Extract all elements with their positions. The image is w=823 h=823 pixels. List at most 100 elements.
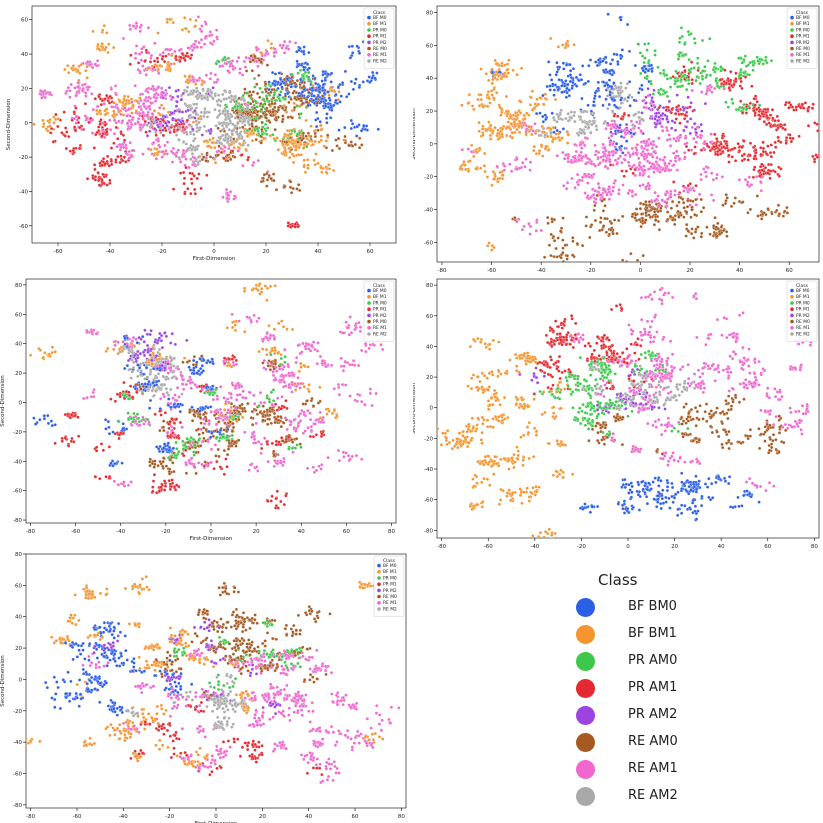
point-pr-m1 (744, 111, 749, 115)
point-bf-m1 (112, 101, 116, 105)
point-pr-m1 (192, 174, 196, 178)
point-bf-m1 (537, 149, 542, 153)
point-re-m0 (272, 178, 276, 183)
point-re-m0 (350, 144, 355, 148)
point-re-m0 (259, 114, 263, 119)
point-bf-m1 (514, 117, 518, 122)
point-bf-m0 (299, 63, 304, 67)
point-pr-m2 (655, 118, 660, 123)
point-pr-m0 (760, 58, 764, 62)
point-re-m1 (711, 178, 716, 182)
point-re-m0 (254, 137, 258, 142)
point-pr-m2 (179, 98, 183, 102)
point-bf-m1 (98, 108, 102, 113)
point-re-m1 (665, 189, 669, 194)
y-tick-label: 20 (21, 86, 28, 92)
point-re-m1 (651, 139, 656, 144)
point-bf-m0 (568, 62, 572, 67)
point-re-m1 (508, 162, 512, 166)
point-pr-m1 (752, 97, 756, 101)
point-re-m1 (147, 51, 151, 55)
point-pr-m0 (747, 73, 752, 77)
point-bf-m0 (589, 109, 594, 113)
point-pr-m1 (657, 105, 661, 110)
point-bf-m1 (539, 143, 544, 147)
y-tick-label: -40 (424, 207, 433, 213)
point-re-m0 (265, 106, 269, 111)
point-bf-m0 (329, 71, 334, 75)
point-re-m1 (115, 145, 119, 149)
point-pr-m0 (296, 71, 300, 75)
point-bf-m1 (159, 103, 164, 107)
point-re-m1 (709, 193, 714, 197)
point-re-m2 (581, 120, 585, 124)
point-pr-m1 (112, 141, 116, 145)
point-bf-m0 (601, 103, 605, 108)
point-pr-m1 (752, 157, 756, 161)
point-pr-m0 (274, 88, 279, 93)
point-re-m1 (623, 130, 627, 135)
point-re-m1 (133, 84, 137, 88)
point-pr-m1 (105, 93, 109, 98)
point-re-m1 (663, 200, 667, 204)
point-re-m1 (656, 194, 660, 198)
y-tick-label: 80 (426, 11, 433, 17)
point-re-m1 (661, 158, 665, 162)
point-pr-m1 (768, 124, 773, 128)
point-re-m1 (137, 52, 142, 56)
point-re-m1 (587, 157, 592, 162)
point-re-m1 (667, 168, 671, 173)
point-re-m0 (561, 238, 565, 242)
point-pr-m1 (199, 186, 203, 191)
point-bf-m0 (272, 79, 277, 83)
point-bf-m1 (474, 166, 478, 171)
y-tick-label: -80 (13, 518, 22, 524)
point-re-m0 (552, 254, 556, 259)
point-re-m1 (648, 108, 653, 112)
point-re-m1 (603, 165, 607, 169)
point-pr-m1 (105, 154, 110, 159)
point-pr-m1 (160, 57, 164, 61)
point-re-m1 (563, 157, 567, 161)
point-bf-m0 (614, 142, 619, 146)
point-re-m0 (334, 138, 338, 142)
point-re-m2 (200, 152, 204, 156)
point-bf-m1 (244, 147, 248, 152)
point-re-m1 (160, 90, 164, 94)
point-pr-m1 (156, 117, 160, 121)
point-re-m2 (633, 112, 638, 116)
point-bf-m1 (200, 79, 205, 83)
point-re-m1 (192, 42, 197, 46)
point-re-m1 (596, 150, 601, 155)
point-re-m0 (701, 206, 706, 210)
point-re-m1 (743, 177, 748, 182)
point-pr-m1 (188, 171, 192, 175)
point-pr-m0 (685, 87, 689, 92)
point-re-m0 (263, 87, 268, 92)
point-pr-m0 (255, 127, 259, 131)
point-re-m1 (576, 183, 580, 187)
point-bf-m1 (168, 17, 172, 22)
point-bf-m1 (530, 89, 535, 93)
point-re-m2 (229, 138, 233, 143)
point-re-m1 (692, 188, 696, 193)
point-re-m1 (720, 175, 724, 179)
point-re-m2 (243, 129, 247, 134)
point-pr-m2 (145, 134, 150, 138)
point-bf-m1 (158, 113, 162, 117)
point-re-m1 (607, 150, 611, 154)
point-re-m1 (192, 45, 196, 50)
point-re-m1 (218, 64, 223, 68)
point-bf-m0 (607, 102, 611, 107)
point-re-m0 (673, 222, 677, 227)
point-bf-m1 (540, 124, 544, 129)
point-bf-m1 (524, 132, 528, 136)
point-bf-m0 (361, 80, 365, 84)
point-re-m0 (755, 194, 759, 198)
point-pr-m1 (694, 184, 698, 188)
point-re-m2 (560, 117, 564, 122)
point-pr-m1 (813, 121, 817, 125)
point-re-m0 (571, 253, 575, 257)
point-re-m1 (690, 125, 694, 130)
